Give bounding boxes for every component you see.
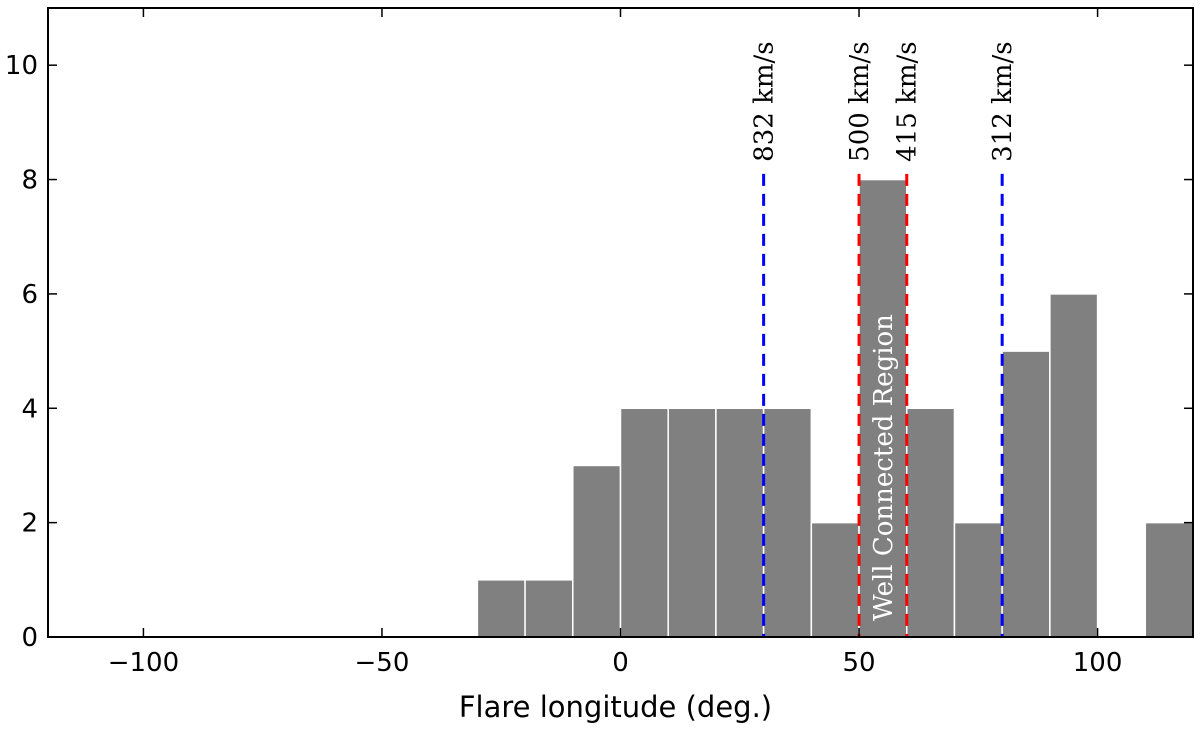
vline-label-0: 832 km/s	[750, 41, 780, 161]
bars-layer	[476, 178, 1194, 638]
x-tick-label: 100	[1073, 648, 1123, 678]
bar-5	[715, 407, 765, 638]
bar-11	[1001, 350, 1051, 638]
y-tick-label: 10	[5, 51, 38, 81]
bar-1	[524, 579, 574, 638]
region-annotation: Well Connected Region	[869, 314, 899, 621]
vertical-lines-layer: 832 km/s 500 km/s 415 km/s 312 km/s	[750, 41, 1018, 637]
y-tick-label: 2	[21, 509, 38, 539]
y-tick-label: 6	[21, 280, 38, 310]
vline-label-2: 415 km/s	[893, 41, 923, 161]
bar-0	[476, 579, 526, 638]
y-tick-label: 8	[21, 166, 38, 196]
vline-label-1: 500 km/s	[845, 41, 875, 161]
bar-7	[810, 521, 860, 638]
x-tick-label: 50	[842, 648, 875, 678]
bar-8	[858, 178, 908, 638]
x-tick-label: −100	[108, 648, 179, 678]
annotations-layer: Well Connected Region	[869, 314, 899, 621]
y-tick-label: 0	[21, 623, 38, 653]
ticks-layer: −100 −50 0 50 100 0 2 4 6 8 10	[5, 8, 1193, 678]
bar-10	[953, 521, 1003, 638]
bar-2	[572, 464, 622, 638]
y-tick-label: 4	[21, 394, 38, 424]
bar-4	[667, 407, 717, 638]
bar-12	[1049, 293, 1099, 638]
x-axis-title: Flare longitude (deg.)	[459, 690, 772, 724]
bar-9	[906, 407, 956, 638]
bar-3	[619, 407, 669, 638]
x-tick-label: 0	[612, 648, 629, 678]
x-tick-label: −50	[355, 648, 410, 678]
vline-label-3: 312 km/s	[988, 41, 1018, 161]
bar-6	[762, 407, 813, 638]
bar-14	[1144, 521, 1194, 638]
